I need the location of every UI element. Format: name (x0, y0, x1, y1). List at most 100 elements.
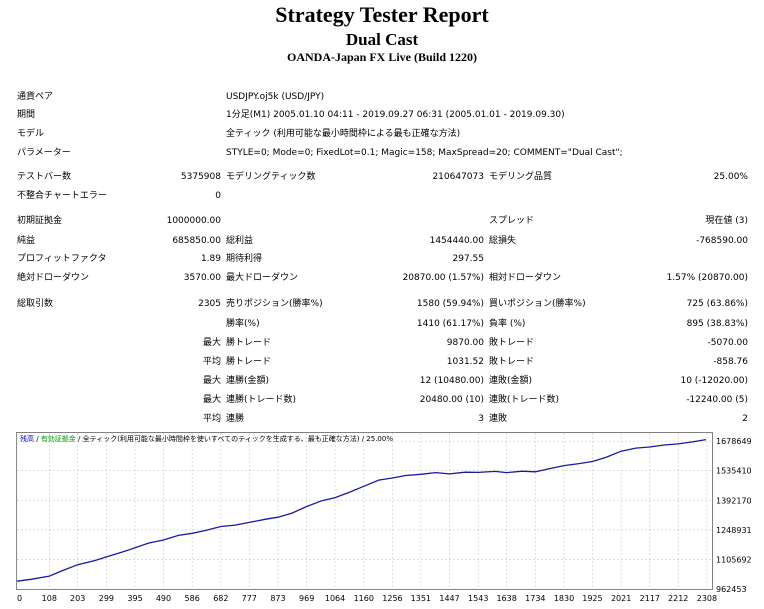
ea-name: Dual Cast (345, 30, 419, 49)
parameters-label: パラメーター (17, 148, 71, 158)
x-tick-label: 490 (156, 594, 171, 603)
loss-trades-label: 負率 (%) (489, 319, 526, 329)
chart-series (16, 438, 707, 582)
x-tick-label: 1638 (496, 594, 516, 603)
x-tick-label: 1351 (411, 594, 431, 603)
y-tick-label: 1392170 (716, 496, 752, 505)
x-tick-label: 299 (99, 594, 114, 603)
y-tick-label: 1535410 (716, 467, 752, 476)
max-consecutive-loss-value: -12240.00 (5) (686, 395, 748, 405)
x-tick-label: 1064 (325, 594, 345, 603)
average-label: 平均 (202, 357, 221, 367)
model-label: モデル (17, 129, 45, 139)
avg-consecutive-wins-label: 連勝 (226, 414, 245, 424)
balance-chart: 962453 1105692 1248931 1392170 1535410 167864… (16, 432, 752, 603)
chart-legend: 残高 / 有効証拠金 / 全ティック(利用可能な最小時間枠を使いすべてのティック… (20, 434, 393, 443)
x-tick-label: 682 (213, 594, 228, 603)
maximum-label: 最大 (202, 376, 221, 386)
x-tick-label: 203 (70, 594, 85, 603)
largest-loss-label: 敗トレード (489, 338, 535, 348)
x-tick-label: 0 (17, 594, 22, 603)
report-title: Strategy Tester Report (275, 2, 489, 27)
quality-value: 25.00% (713, 172, 748, 182)
gross-profit-label: 総利益 (226, 236, 254, 246)
x-tick-label: 1543 (468, 594, 488, 603)
y-tick-label: 962453 (716, 585, 747, 594)
deposit-value: 1000000.00 (166, 216, 221, 226)
maximal-drawdown-label: 最大ドローダウン (226, 273, 299, 283)
x-tick-label: 108 (42, 594, 57, 603)
avg-consecutive-losses-label: 連敗 (489, 414, 508, 424)
chart-y-ticks: 962453 1105692 1248931 1392170 1535410 167864… (716, 437, 752, 594)
legend-entry: 有効証拠金 (41, 434, 76, 443)
net-profit-value: 685850.00 (172, 236, 221, 246)
max-consecutive-wins-label: 連勝(金額) (226, 376, 270, 386)
x-tick-label: 1256 (382, 594, 402, 603)
mismatch-label: 不整合チャートエラー (17, 191, 107, 201)
max-consecutive-losses-value: 10 (-12020.00) (680, 376, 748, 386)
deposit-label: 初期証拠金 (17, 216, 63, 226)
bars-value: 5375908 (180, 172, 221, 182)
x-tick-label: 1447 (439, 594, 459, 603)
absolute-drawdown-label: 絶対ドローダウン (17, 273, 90, 283)
quality-label: モデリング品質 (489, 172, 553, 182)
chart-x-ticks: 0 108 203 299 395 490 586 682 777 873 969 1064 1160 1… (17, 594, 717, 603)
x-tick-label: 1925 (582, 594, 602, 603)
max-consecutive-profit-label: 連勝(トレード数) (226, 395, 297, 405)
y-tick-label: 1248931 (716, 526, 752, 535)
profit-factor-value: 1.89 (200, 254, 221, 264)
bars-label: テストバー数 (17, 172, 72, 182)
avg-consecutive-wins-value: 3 (478, 414, 484, 424)
x-tick-label: 1734 (525, 594, 545, 603)
spread-label: スプレッド (489, 216, 535, 226)
largest-loss-value: -5070.00 (707, 338, 748, 348)
largest-label: 最大 (202, 338, 221, 348)
balance-line (16, 438, 707, 582)
x-tick-label: 2117 (640, 594, 660, 603)
gross-loss-value: -768590.00 (696, 236, 748, 246)
max-consecutive-losses-label: 連敗(金額) (489, 376, 533, 386)
y-tick-label: 1678649 (716, 437, 752, 446)
x-tick-label: 395 (127, 594, 142, 603)
spread-value: 現在値 (3) (705, 216, 748, 226)
chart-frame (16, 432, 713, 590)
max-consecutive-wins-value: 12 (10480.00) (419, 376, 484, 386)
ticks-value: 210647073 (432, 172, 484, 182)
long-positions-value: 725 (63.86%) (686, 299, 748, 309)
long-positions-label: 買いポジション(勝率%) (489, 299, 586, 309)
average-profit-value: 1031.52 (446, 357, 484, 367)
relative-drawdown-label: 相対ドローダウン (489, 273, 562, 283)
x-tick-label: 1830 (554, 594, 574, 603)
x-tick-label: 2308 (697, 594, 717, 603)
loss-trades-value: 895 (38.83%) (686, 319, 748, 329)
x-tick-label: 969 (299, 594, 314, 603)
short-positions-label: 売りポジション(勝率%) (226, 299, 323, 309)
net-profit-label: 純益 (17, 236, 36, 246)
average-profit-label: 勝トレード (226, 357, 272, 367)
mismatch-value: 0 (215, 191, 221, 201)
legend-entry: 全ティック(利用可能な最小時間枠を使いすべてのティックを生成する、最も正確な方法… (83, 434, 360, 443)
parameters-value: STYLE=0; Mode=0; FixedLot=0.1; Magic=158… (226, 148, 623, 158)
largest-profit-value: 9870.00 (446, 338, 484, 348)
legend-entry: 残高 (20, 434, 34, 443)
maximal-label: 最大 (202, 395, 221, 405)
total-trades-value: 2305 (198, 299, 221, 309)
max-consecutive-profit-value: 20480.00 (10) (419, 395, 484, 405)
x-tick-label: 586 (185, 594, 200, 603)
x-tick-label: 777 (242, 594, 257, 603)
period-label: 期間 (17, 110, 36, 120)
absolute-drawdown-value: 3570.00 (183, 273, 221, 283)
symbol-label: 通貨ペア (17, 92, 54, 102)
expected-payoff-label: 期待利得 (226, 254, 263, 264)
gross-loss-label: 総損失 (489, 236, 517, 246)
avg-consecutive-losses-value: 2 (742, 414, 748, 424)
short-positions-value: 1580 (59.94%) (416, 299, 484, 309)
max-consecutive-loss-label: 連敗(トレード数) (489, 395, 560, 405)
period-value: 1分足(M1) 2005.01.10 04:11 - 2019.09.27 06… (226, 110, 565, 120)
x-tick-label: 2021 (611, 594, 631, 603)
average-loss-value: -858.76 (713, 357, 748, 367)
expected-payoff-value: 297.55 (452, 254, 485, 264)
model-value: 全ティック (利用可能な最小時間枠による最も正確な方法) (226, 129, 461, 139)
profit-factor-label: プロフィットファクタ (17, 254, 107, 264)
y-tick-label: 1105692 (716, 555, 752, 564)
